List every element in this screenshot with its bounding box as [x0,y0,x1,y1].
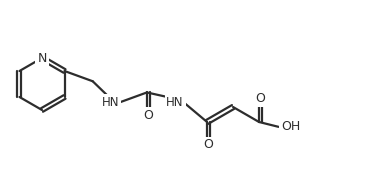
Text: O: O [255,92,265,105]
Text: OH: OH [281,120,300,133]
Text: O: O [143,109,153,122]
Text: O: O [203,139,213,152]
Text: HN: HN [166,96,184,109]
Text: HN: HN [102,96,120,109]
Text: N: N [37,51,47,64]
